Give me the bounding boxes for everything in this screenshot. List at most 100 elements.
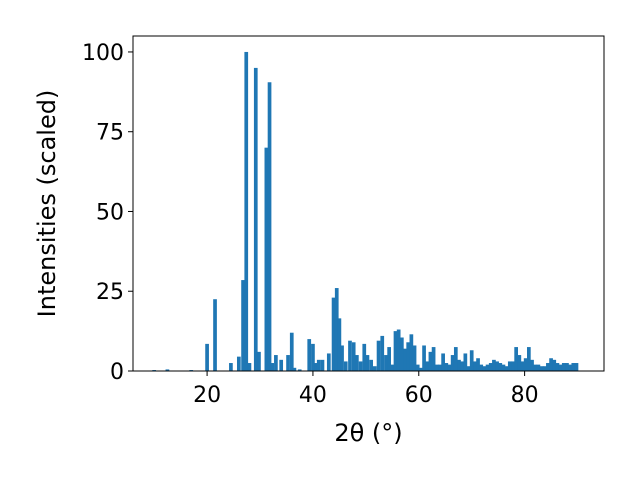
bar-87 [526,347,531,371]
bar-6 [236,356,241,371]
bar-16 [279,359,284,371]
bar-4 [213,299,217,371]
bar-64 [453,347,458,371]
bar-77 [495,361,499,371]
bar-13 [267,82,272,371]
plot-frame [132,35,605,372]
bar-22 [311,343,315,371]
bar-33 [351,342,356,371]
bar-53 [419,367,423,371]
bar-47 [399,337,404,371]
bar-82 [511,361,515,371]
bar-10 [253,67,258,372]
bar-7 [241,280,245,371]
bar-38 [369,359,373,371]
bar-36 [362,343,367,371]
bar-5 [229,363,233,371]
bar-29 [337,318,342,371]
bar-27 [331,297,336,371]
bar-70 [473,361,477,371]
bar-21 [307,339,312,371]
bar-95 [552,359,557,371]
bar-90 [536,364,541,371]
bar-69 [469,350,474,371]
bar-101 [571,363,576,371]
bar-39 [372,366,377,371]
bar-9 [247,363,252,371]
bar-96 [555,363,560,371]
bar-97 [558,364,563,371]
bar-48 [403,348,407,371]
y-axis-label: Intensities (scaled) [33,90,61,318]
bar-30 [340,345,344,371]
bar-43 [387,347,391,371]
bar-92 [542,366,547,371]
bar-62 [447,364,452,371]
bar-45 [393,331,398,371]
bar-14 [270,363,275,371]
bar-37 [365,355,370,371]
x-axis-label: 2θ (°) [334,419,402,447]
y-tick-label-0: 0 [110,360,124,385]
bar-40 [376,340,381,371]
bar-18 [289,332,294,371]
bar-26 [326,353,331,371]
bar-74 [485,364,490,371]
bar-88 [530,359,534,371]
bar-75 [488,363,493,371]
bar-24 [316,359,321,371]
x-axis-ticks: 20 40 60 80 [193,371,539,408]
bar-73 [482,366,487,371]
bar-100 [568,364,572,371]
bar-86 [523,358,528,371]
bar-76 [492,359,496,371]
bar-61 [444,363,449,371]
bar-84 [517,355,522,371]
bar-83 [514,347,519,371]
bars-group [152,51,579,372]
x-tick-label-2: 60 [405,383,433,408]
bar-20 [297,369,302,371]
bar-71 [476,358,480,371]
bar-68 [466,366,471,371]
bar-50 [409,334,414,371]
bar-23 [314,363,318,371]
bar-65 [457,359,461,371]
bar-59 [438,364,442,371]
bar-3 [205,343,209,371]
y-tick-label-4: 100 [82,41,124,66]
bar-55 [425,361,430,371]
bar-102 [574,363,579,371]
y-axis-ticks: 0 25 50 75 100 [82,41,133,385]
bar-81 [507,361,512,371]
bar-25 [320,359,325,371]
bar-56 [428,351,433,371]
bar-44 [390,364,395,371]
bar-94 [549,358,553,371]
bar-12 [264,147,269,371]
bar-54 [422,345,426,371]
bar-31 [343,361,348,371]
bar-98 [561,363,566,371]
bar-57 [431,347,436,371]
bar-85 [520,361,525,371]
bar-19 [292,367,297,371]
y-tick-label-3: 75 [96,121,124,146]
bar-99 [565,363,569,371]
bar-41 [380,335,385,371]
bar-80 [504,366,509,371]
bar-72 [479,364,484,371]
bar-60 [441,353,445,371]
bar-49 [406,342,411,371]
bar-91 [539,366,544,371]
bar-15 [274,355,278,371]
bar-51 [412,345,417,371]
x-tick-label-3: 80 [511,383,539,408]
bar-93 [546,363,550,371]
bar-79 [501,364,506,371]
bar-34 [355,355,359,371]
y-tick-label-2: 50 [96,200,124,225]
bar-63 [450,355,455,371]
bar-78 [498,363,503,371]
